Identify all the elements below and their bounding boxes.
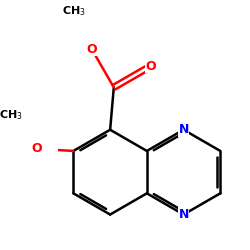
Text: O: O [145, 60, 156, 73]
Text: CH$_3$: CH$_3$ [62, 4, 85, 18]
Text: O: O [32, 142, 42, 155]
Text: O: O [86, 43, 97, 56]
Text: N: N [178, 123, 189, 136]
Text: CH$_3$: CH$_3$ [0, 108, 23, 122]
Text: N: N [178, 208, 189, 221]
